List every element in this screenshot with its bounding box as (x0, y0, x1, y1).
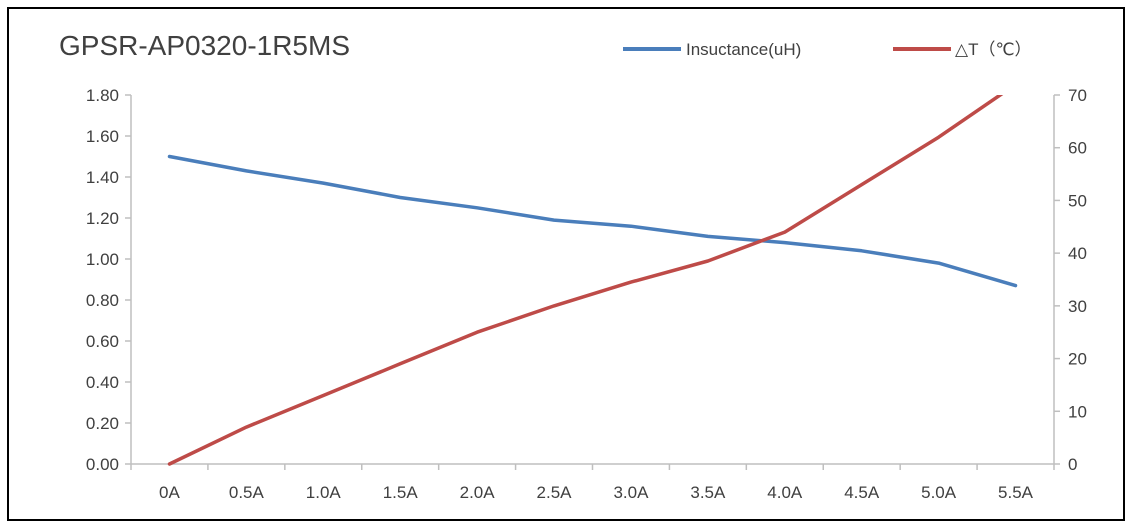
tick-labels: 0.00 0.20 0.40 0.60 0.80 1.00 1.20 1.40 1.60 1.80… (86, 86, 1087, 502)
y-left-tick-label: 0.80 (86, 291, 119, 310)
y-right-tick-label: 30 (1068, 297, 1087, 316)
y-left-tick-label: 1.00 (86, 250, 119, 269)
x-tick-label: 2.0A (460, 483, 496, 502)
y-right-tick-label: 70 (1068, 86, 1087, 105)
y-right-tick-label: 40 (1068, 244, 1087, 263)
y-right-tick-label: 50 (1068, 191, 1087, 210)
x-tick-label: 4.0A (767, 483, 803, 502)
x-tick-label: 0A (159, 483, 180, 502)
chart-frame: GPSR-AP0320-1R5MS Insuctance(uH) △T（℃） 0… (7, 7, 1125, 521)
x-tick-label: 1.0A (306, 483, 342, 502)
chart-canvas: GPSR-AP0320-1R5MS Insuctance(uH) △T（℃） 0… (59, 30, 1087, 502)
y-left-tick-label: 0.00 (86, 455, 119, 474)
y-left-tick-label: 0.40 (86, 373, 119, 392)
y-right-tick-label: 10 (1068, 402, 1087, 421)
y-right-tick-label: 60 (1068, 139, 1087, 158)
series-lines (167, 95, 1018, 466)
axes (125, 94, 1060, 470)
y-left-tick-label: 0.20 (86, 414, 119, 433)
legend: Insuctance(uH) △T（℃） (623, 40, 1032, 59)
y-left-tick-label: 0.60 (86, 332, 119, 351)
x-tick-label: 4.5A (844, 483, 880, 502)
y-left-tick-label: 1.60 (86, 127, 119, 146)
y-left-tick-label: 1.40 (86, 168, 119, 187)
x-tick-label: 5.0A (921, 483, 957, 502)
y-left-tick-label: 1.20 (86, 209, 119, 228)
x-tick-label: 3.0A (613, 483, 649, 502)
legend-label-temperature: △T（℃） (955, 40, 1032, 59)
x-tick-label: 5.5A (998, 483, 1034, 502)
x-tick-label: 2.5A (537, 483, 573, 502)
legend-label-inductance: Insuctance(uH) (686, 40, 801, 59)
x-tick-label: 3.5A (690, 483, 726, 502)
chart-title: GPSR-AP0320-1R5MS (59, 30, 350, 61)
y-right-tick-label: 0 (1068, 455, 1077, 474)
series-line-temperature (167, 95, 1004, 466)
y-left-tick-label: 1.80 (86, 86, 119, 105)
x-tick-label: 1.5A (383, 483, 419, 502)
x-tick-label: 0.5A (229, 483, 265, 502)
y-right-tick-label: 20 (1068, 350, 1087, 369)
series-line-inductance (167, 154, 1018, 288)
